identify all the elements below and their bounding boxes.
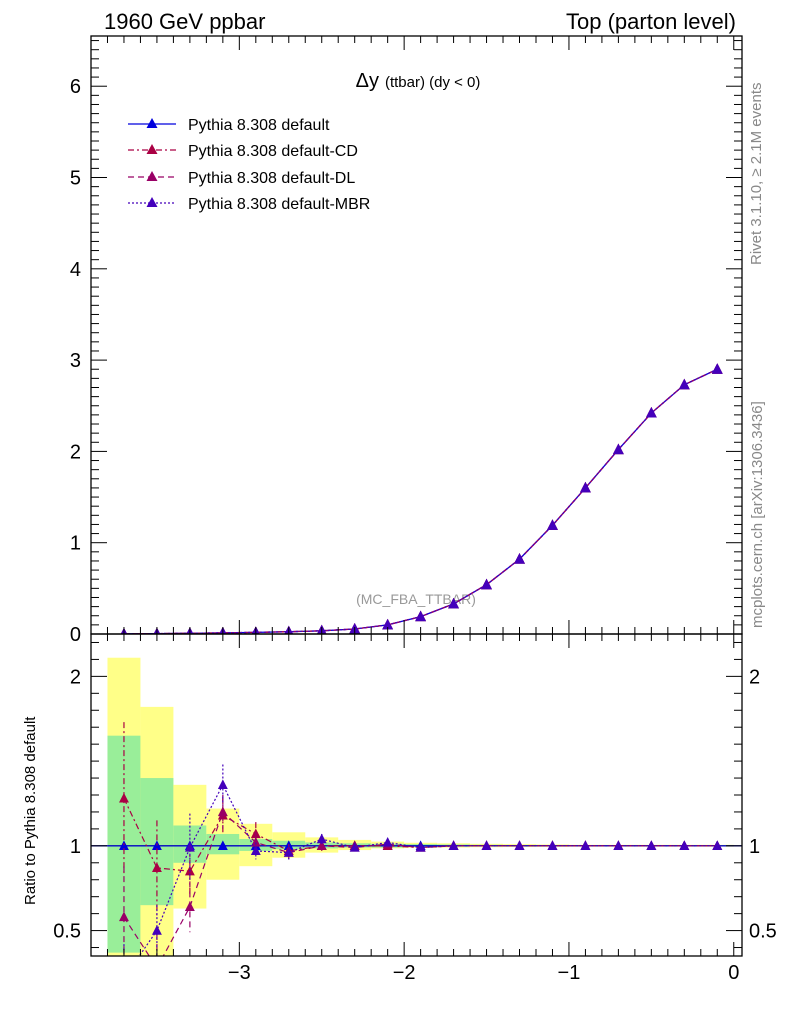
ratio-data-point	[646, 840, 657, 850]
legend-marker-cd	[146, 144, 158, 154]
ratio-data-point	[184, 842, 195, 852]
ratio-data-point	[151, 862, 162, 872]
ratio-data-point	[382, 836, 393, 847]
legend-label-cd: Pythia 8.308 default-CD	[188, 143, 358, 160]
main-y-tick-label: 2	[70, 441, 81, 463]
ratio-data-point	[152, 962, 162, 972]
ratio-data-point	[547, 840, 558, 850]
ratio-data-point	[283, 847, 294, 857]
ratio-data-point	[250, 845, 261, 856]
main-data-point	[514, 553, 525, 564]
ratio-data-point	[151, 925, 162, 935]
main-data-point	[612, 443, 624, 455]
ratio-data-point	[316, 833, 327, 844]
main-data-point	[448, 597, 459, 609]
x-tick-label: −2	[393, 962, 416, 984]
ratio-bands	[107, 657, 734, 956]
axes-layer: −3 −2 −1 0 0 1 2 3 4 5 6 0.5 0.5 1 1 2 2	[53, 36, 777, 984]
main-y-tick-label: 3	[70, 350, 81, 372]
ratio-data-point	[448, 840, 459, 850]
ratio-data-point	[119, 911, 129, 922]
main-data-point	[481, 578, 492, 590]
ratio-data-point	[217, 779, 228, 789]
ratio-y-tick-label-right: 2	[749, 666, 760, 688]
ratio-y-tick-label-right: 0.5	[749, 921, 777, 943]
ratio-y-tick-label-right: 1	[749, 836, 760, 858]
main-data-point	[580, 481, 591, 493]
main-y-tick-label: 5	[70, 168, 81, 190]
ratio-data-point	[217, 806, 228, 817]
mcplots-label: mcplots.cern.ch [arXiv:1306.3436]	[749, 401, 766, 628]
main-title-symbol: Δy	[356, 70, 379, 92]
ratio-data-point	[119, 973, 129, 983]
analysis-watermark: (MC_FBA_TTBAR)	[356, 591, 476, 607]
main-y-tick-label: 1	[70, 533, 81, 555]
ratio-data-point	[679, 840, 690, 850]
main-y-tick-label: 4	[70, 259, 81, 281]
ratio-ylabel: Ratio to Pythia 8.308 default	[22, 716, 39, 905]
ratio-y-tick-label: 2	[70, 666, 81, 688]
ratio-data-point	[415, 842, 426, 852]
legend-label-mbr: Pythia 8.308 default-MBR	[188, 196, 370, 213]
ratio-data-point	[184, 901, 195, 911]
ratio-data-point	[514, 840, 525, 850]
ratio-plot-layer	[91, 722, 742, 983]
main-y-tick-label: 6	[70, 76, 81, 98]
ratio-y-tick-label: 1	[70, 836, 81, 858]
x-tick-label: 0	[728, 962, 739, 984]
ratio-data-point	[316, 840, 327, 850]
legend-label-dl: Pythia 8.308 default-DL	[188, 170, 355, 187]
legend-marker-mbr	[146, 197, 158, 207]
header-process: 1960 GeV ppbar	[104, 9, 265, 34]
ratio-data-point	[712, 840, 723, 850]
x-tick-label: −3	[228, 962, 251, 984]
rivet-label: Rivet 3.1.10, ≥ 2.1M events	[748, 83, 765, 266]
main-data-point	[547, 519, 558, 530]
main-data-point	[645, 407, 657, 418]
main-data-point	[415, 610, 427, 622]
ratio-y-tick-label: 0.5	[53, 921, 81, 943]
x-tick-label: −1	[558, 962, 581, 984]
main-data-point	[711, 363, 723, 374]
main-data-point	[678, 378, 690, 390]
ratio-default-point	[119, 840, 129, 850]
legend: Pythia 8.308 default Pythia 8.308 defaul…	[128, 117, 370, 213]
main-title: Δy (ttbar) (dy < 0)	[356, 70, 481, 92]
ratio-default-point	[217, 840, 228, 850]
ratio-data-point	[119, 792, 129, 803]
header-observable: Top (parton level)	[566, 9, 736, 34]
legend-marker-default	[146, 118, 158, 128]
ratio-data-point	[250, 836, 261, 847]
ratio-data-point	[580, 840, 591, 850]
legend-label-default: Pythia 8.308 default	[188, 117, 330, 134]
ratio-data-point	[349, 842, 360, 852]
ratio-data-point	[613, 840, 624, 850]
ratio-data-point	[481, 840, 492, 850]
main-title-detail: (ttbar) (dy < 0)	[385, 74, 480, 91]
main-y-tick-label: 0	[70, 624, 81, 646]
legend-marker-dl	[146, 171, 158, 181]
main-data-point	[382, 618, 394, 630]
